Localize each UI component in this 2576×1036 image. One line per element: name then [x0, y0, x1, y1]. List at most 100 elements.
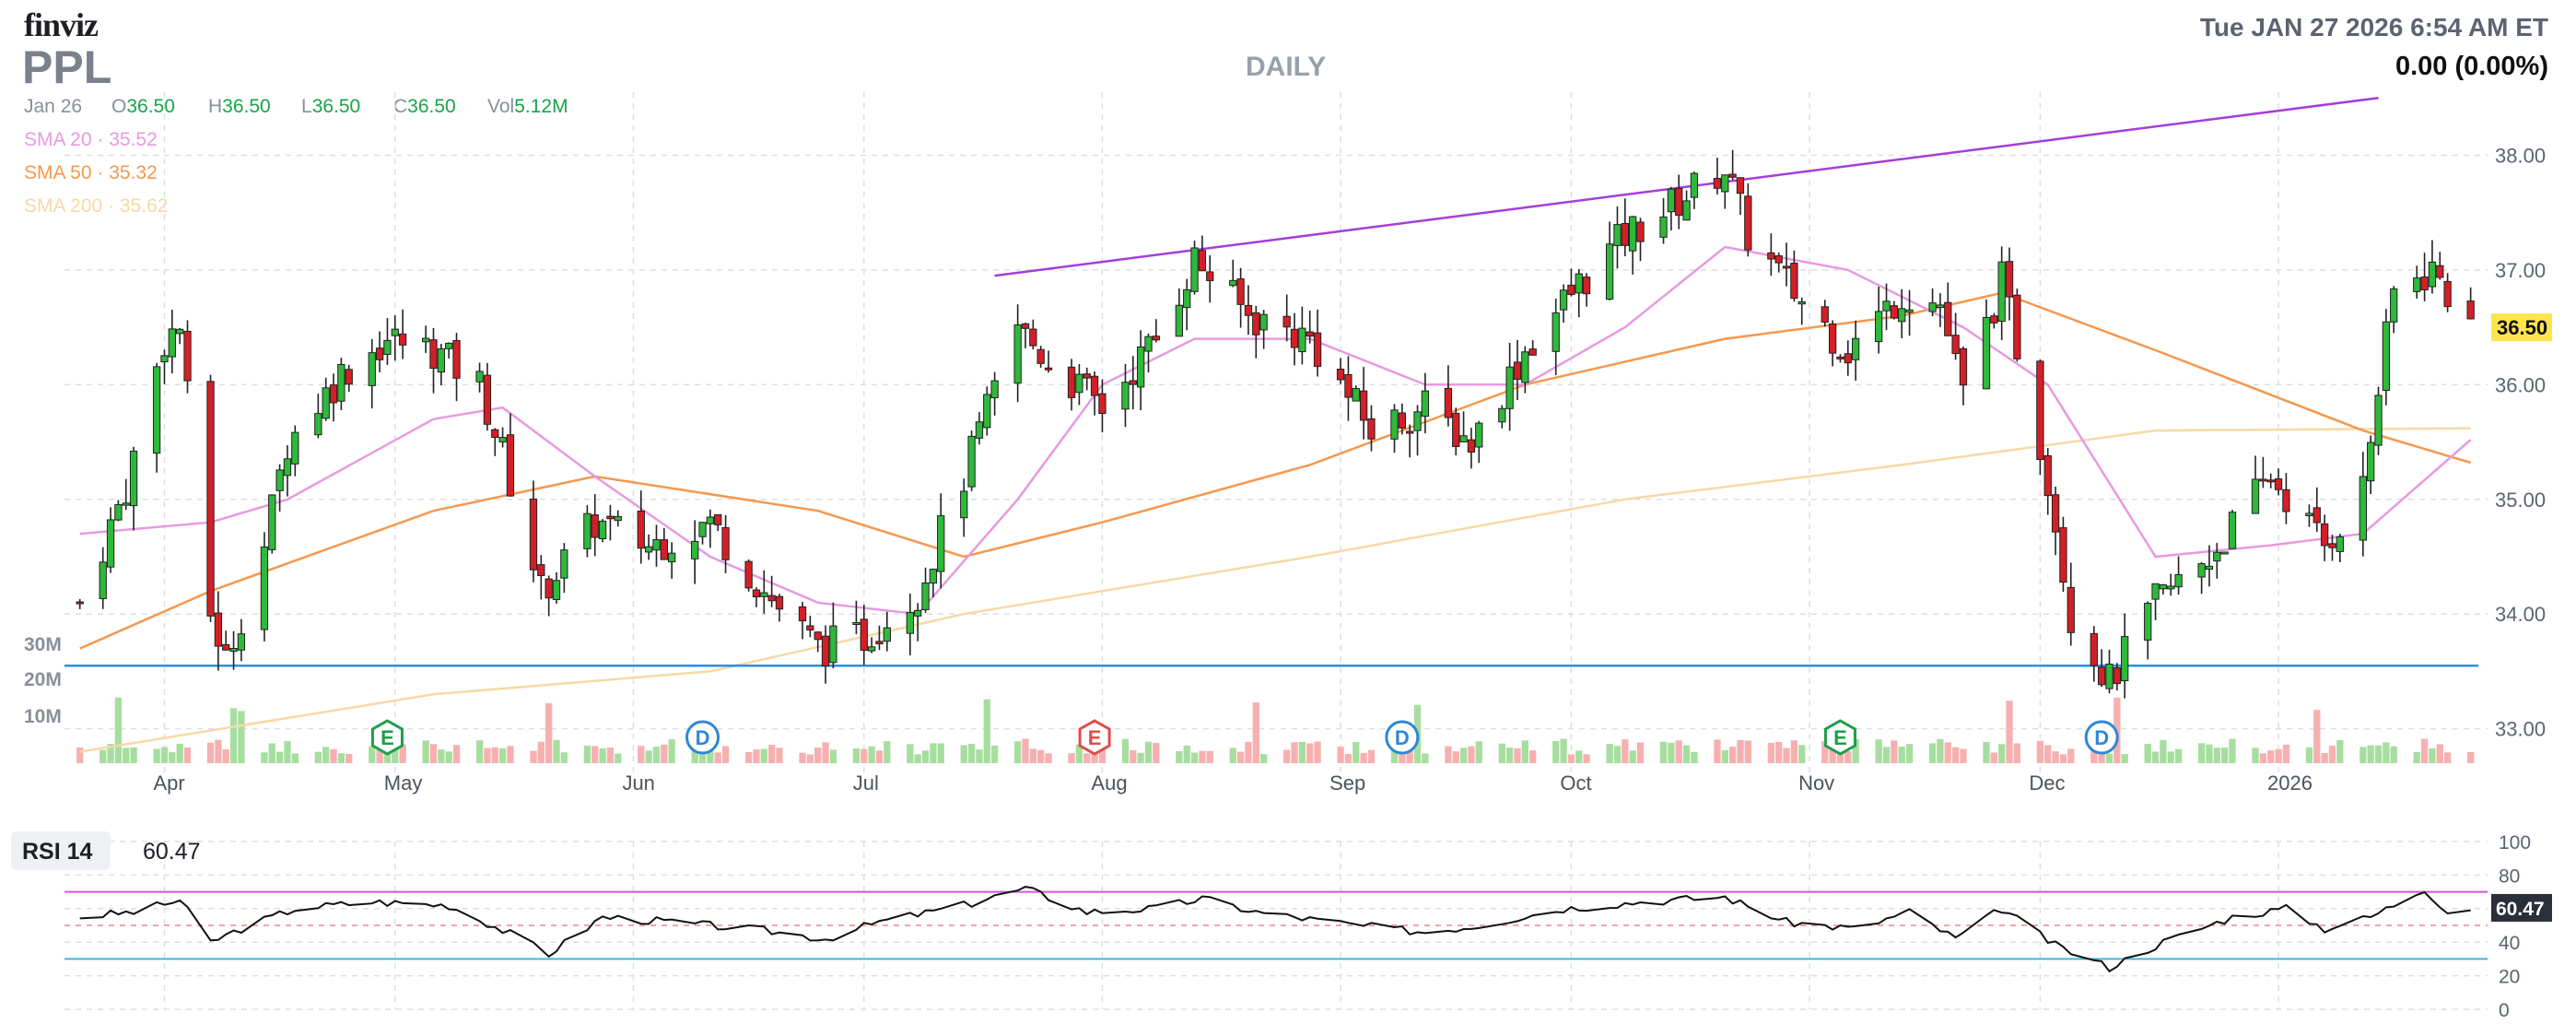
candle-body — [752, 589, 761, 598]
candle-body — [1306, 331, 1314, 337]
candle-body — [114, 503, 123, 521]
legend-sma20[interactable]: SMA 20 · 35.52 — [24, 129, 158, 151]
volume-bar — [1506, 748, 1514, 763]
volume-bar — [1176, 751, 1183, 763]
candle-body — [1559, 289, 1568, 311]
volume-bar — [661, 744, 668, 763]
x-tick-label: Sep — [1329, 771, 1365, 795]
ohlc-volume: Vol5.12M — [487, 96, 568, 118]
candle-body — [1682, 200, 1691, 221]
rsi-value-tag-label: 60.47 — [2496, 899, 2545, 920]
volume-bar — [1083, 753, 1091, 763]
ohlc-low-label: L — [301, 96, 312, 117]
rsi-tick-label: 0 — [2499, 1000, 2510, 1021]
legend-sma200[interactable]: SMA 200 · 35.62 — [24, 195, 168, 218]
axis-labels: 33.00 34.00 35.00 36.00 37.00 38.00 Apr May Jun J… — [24, 144, 2552, 795]
candle-body — [1836, 356, 1844, 359]
volume-bar — [1675, 740, 1682, 763]
volume-bar — [2160, 739, 2167, 763]
volume-bar — [2036, 740, 2044, 763]
sma20-path — [79, 245, 2472, 616]
candle-body — [1498, 407, 1506, 423]
candle-body — [1144, 336, 1153, 352]
candle-body — [168, 328, 176, 358]
x-tick-label: Nov — [1798, 771, 1834, 795]
candle-body — [1951, 335, 1960, 355]
event-label: E — [1833, 726, 1847, 749]
candle-body — [1844, 353, 1852, 364]
candle-body — [229, 648, 238, 653]
volume-bar — [2052, 751, 2059, 763]
volume-bar — [1252, 702, 1259, 763]
candle-body — [860, 618, 868, 651]
candle-body — [598, 520, 607, 539]
volume-bar — [1622, 739, 1629, 763]
volume-bar — [1905, 744, 1914, 763]
candle-body — [2228, 512, 2237, 549]
candle-body — [921, 582, 930, 611]
volume-bar — [884, 741, 891, 763]
candle-body — [1721, 174, 1729, 193]
timeframe-label[interactable]: DAILY — [1246, 52, 1327, 82]
volume-bar — [861, 748, 868, 763]
candle-body — [1398, 412, 1407, 429]
volume-bar — [1144, 741, 1153, 763]
candle-body — [1790, 263, 1798, 300]
candle-body — [806, 625, 814, 630]
candle-body — [99, 561, 107, 599]
volume-bar — [229, 708, 238, 763]
volume-bar — [967, 743, 976, 763]
candle-body — [867, 646, 876, 652]
legend-sma50[interactable]: SMA 50 · 35.32 — [24, 162, 158, 184]
volume-bar — [1798, 745, 1806, 763]
dividend-marker — [2084, 720, 2119, 755]
volume-axis-label: 20M — [24, 669, 62, 690]
candle-body — [329, 384, 338, 404]
candle-body — [1467, 439, 1476, 453]
candle-body — [2121, 636, 2129, 682]
candle-body — [983, 394, 991, 429]
volume-bar — [1721, 749, 1728, 763]
volume-bar — [392, 744, 399, 763]
candle-body — [1206, 271, 1214, 281]
candle-body — [1459, 435, 1468, 442]
candle-body — [2390, 288, 2398, 323]
volume-bar — [537, 741, 544, 763]
volume-bar — [1130, 749, 1137, 763]
rsi-label: RSI 14 — [22, 839, 93, 865]
volume-bar — [652, 747, 661, 763]
volume-bar — [2098, 753, 2105, 763]
candle-body — [2090, 632, 2098, 666]
rsi-panel: 10080604020060.47 — [64, 832, 2552, 1021]
finviz-logo[interactable]: finviz — [24, 6, 99, 43]
volume-bar — [114, 697, 123, 763]
volume-bar — [330, 748, 337, 763]
candle-body — [368, 352, 376, 386]
candle-body — [929, 569, 938, 584]
rsi-label-box[interactable] — [11, 831, 111, 870]
volume-bar — [1668, 742, 1675, 763]
candle-body — [2167, 585, 2175, 590]
candle-body — [2259, 478, 2267, 482]
candle-body — [1252, 312, 1260, 336]
candle-body — [914, 609, 922, 617]
candle-body — [2036, 360, 2044, 461]
ohlc-high-label: H — [208, 96, 223, 117]
volume-bar — [1153, 742, 1160, 763]
candle-body — [2428, 261, 2437, 288]
legend-sma50-sep: · — [97, 162, 104, 183]
candle-body — [544, 578, 553, 599]
candle-body — [2159, 583, 2168, 590]
sma200-path — [79, 427, 2471, 753]
legend-sma20-label: SMA 20 — [24, 129, 92, 150]
candle-body — [2005, 261, 2014, 298]
candle-body — [422, 337, 430, 343]
price-tick-label: 33.00 — [2495, 718, 2546, 741]
candle-body — [1774, 255, 1783, 264]
ohlc-high-value: 36.50 — [222, 96, 271, 117]
volume-bar — [1183, 746, 1190, 763]
candle-body — [1521, 351, 1529, 383]
volume-bar — [1944, 742, 1951, 763]
rsi-tick-label: 20 — [2499, 967, 2520, 988]
